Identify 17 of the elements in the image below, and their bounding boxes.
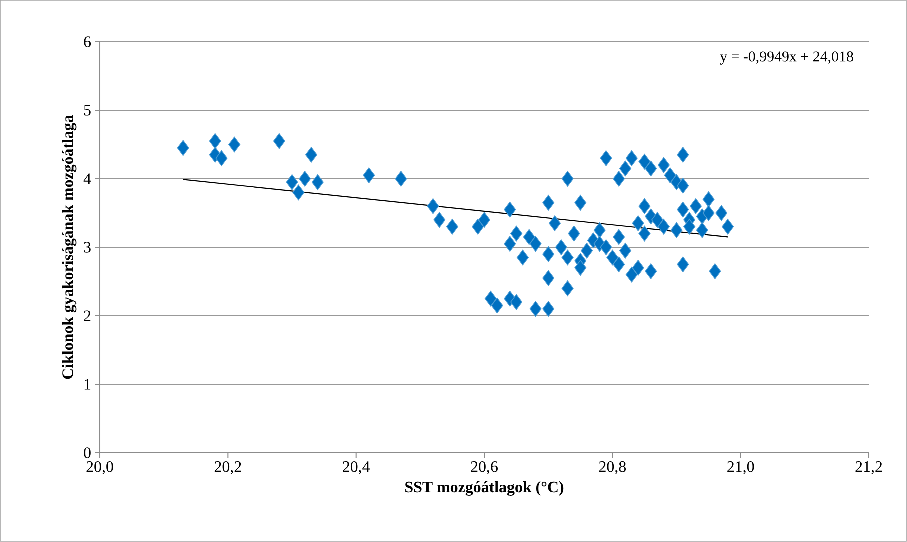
x-tick-label: 20,4 [343, 462, 370, 475]
x-tick-label: 20,8 [599, 462, 626, 475]
y-tick-label: 1 [84, 379, 91, 390]
x-tick-label: 20,2 [214, 462, 242, 475]
x-tick-label: 21,2 [856, 462, 882, 475]
x-axis-title: SST mozgóátlagok (°C) [406, 481, 564, 496]
x-tick-label: 20,0 [86, 462, 114, 475]
y-tick-label: 5 [84, 105, 91, 116]
y-tick-label: 0 [84, 448, 91, 458]
y-tick-label: 6 [84, 36, 92, 48]
y-axis-title: Ciklonok gyakoriságának mozgóátlaga [62, 115, 77, 380]
y-tick-label: 2 [84, 310, 91, 322]
annotation: y = -0,9949x + 24,018 [720, 52, 854, 65]
y-tick-label: 4 [84, 174, 92, 184]
y-tick-label: 3 [84, 242, 91, 253]
x-tick-label: 21,0 [728, 462, 754, 475]
x-tick-label: 20,6 [471, 462, 498, 475]
